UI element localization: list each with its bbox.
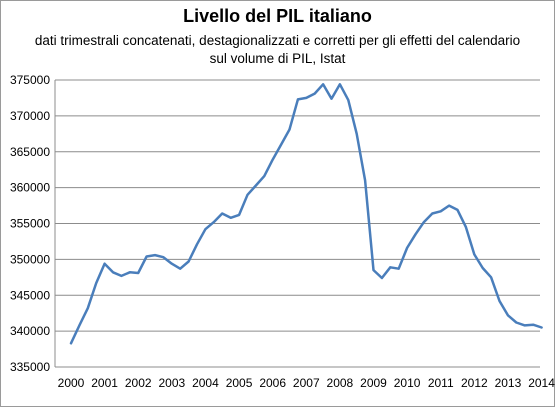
x-tick-label: 2001: [91, 376, 118, 390]
x-tick-label: 2003: [158, 376, 185, 390]
x-tick-label: 2011: [428, 376, 454, 390]
x-tick-label: 2013: [495, 376, 522, 390]
x-tick-label: 2005: [226, 376, 253, 390]
y-tick-label: 340000: [10, 324, 50, 338]
x-tick-label: 2000: [58, 376, 85, 390]
x-tick-label: 2007: [293, 376, 320, 390]
x-tick-label: 2004: [192, 376, 219, 390]
y-tick-label: 335000: [10, 360, 50, 374]
y-tick-label: 355000: [10, 217, 50, 231]
y-tick-label: 365000: [10, 145, 50, 159]
x-tick-label: 2002: [125, 376, 152, 390]
chart-subtitle-line-2: sul volume di PIL, Istat: [209, 51, 346, 66]
x-tick-label: 2014: [528, 376, 555, 390]
y-tick-label: 345000: [10, 288, 50, 302]
y-tick-label: 350000: [10, 252, 50, 266]
x-tick-label: 2010: [394, 376, 421, 390]
y-tick-label: 360000: [10, 181, 50, 195]
series-line: [69, 83, 543, 345]
chart-subtitle: dati trimestrali concatenati, destagiona…: [0, 32, 555, 68]
x-tick-label: 2009: [360, 376, 387, 390]
x-tick-label: 2012: [461, 376, 488, 390]
x-tick-label: 2006: [259, 376, 286, 390]
y-tick-label: 370000: [10, 109, 50, 123]
chart-title: Livello del PIL italiano: [183, 6, 372, 26]
chart-subtitle-line-1: dati trimestrali concatenati, destagiona…: [34, 33, 521, 48]
y-tick-label: 375000: [10, 73, 50, 87]
x-tick-label: 2008: [327, 376, 354, 390]
